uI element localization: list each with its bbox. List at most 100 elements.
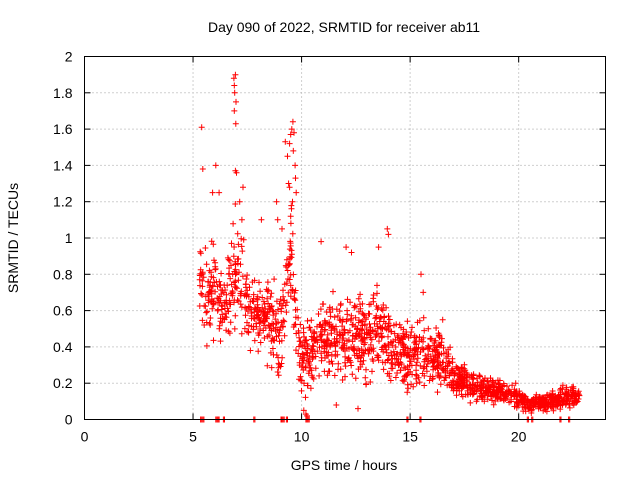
data-point	[557, 406, 564, 413]
data-point	[400, 330, 406, 337]
data-point	[289, 230, 296, 237]
y-tick-label: 1.2	[53, 194, 73, 210]
data-point	[355, 355, 361, 362]
data-point	[345, 329, 352, 336]
data-point	[204, 308, 211, 315]
data-point	[214, 307, 221, 314]
data-point	[385, 341, 392, 348]
data-point	[264, 315, 270, 322]
data-point	[511, 403, 518, 410]
data-point	[331, 314, 338, 321]
data-point	[232, 120, 239, 127]
data-point	[265, 287, 272, 294]
data-point	[231, 325, 238, 332]
data-point	[285, 260, 292, 267]
data-point	[421, 327, 428, 334]
data-point	[369, 356, 376, 363]
y-tick-label: 0.4	[53, 339, 73, 355]
data-point	[397, 349, 404, 356]
data-point	[448, 382, 455, 389]
x-tick-label: 10	[294, 429, 310, 445]
data-point	[314, 348, 321, 355]
data-point	[261, 311, 268, 318]
data-point	[298, 387, 305, 394]
data-point	[256, 330, 263, 336]
data-point	[394, 350, 401, 357]
data-point	[358, 346, 365, 353]
data-point	[238, 216, 245, 223]
data-point	[444, 362, 451, 369]
data-point	[257, 308, 264, 315]
data-point	[224, 282, 231, 289]
data-point	[495, 396, 501, 403]
data-point	[310, 334, 317, 341]
data-point	[218, 287, 224, 293]
data-point	[359, 327, 366, 334]
data-point	[501, 382, 508, 389]
data-point	[283, 309, 290, 316]
data-point	[420, 338, 426, 345]
data-point	[197, 250, 204, 257]
data-point	[280, 317, 287, 324]
data-point	[280, 293, 287, 300]
data-point	[414, 359, 420, 366]
data-point	[427, 353, 434, 360]
data-point	[351, 346, 358, 353]
data-point	[323, 352, 330, 359]
data-point	[369, 368, 375, 375]
data-point	[339, 331, 346, 338]
data-point	[446, 372, 453, 379]
data-point	[318, 238, 325, 245]
data-point	[304, 345, 311, 352]
data-point	[239, 273, 246, 280]
data-point	[363, 366, 369, 373]
data-point	[485, 389, 492, 396]
data-point	[208, 273, 215, 280]
data-point	[379, 325, 386, 332]
data-point	[198, 124, 205, 131]
data-point	[397, 367, 404, 374]
data-point	[230, 220, 237, 227]
data-point	[378, 333, 385, 340]
data-point	[343, 244, 350, 251]
data-point	[335, 360, 342, 367]
data-point	[210, 298, 217, 305]
data-point	[236, 198, 243, 205]
data-point	[358, 334, 365, 341]
data-point	[299, 342, 306, 349]
data-point	[519, 398, 526, 405]
data-point	[328, 330, 335, 337]
data-point	[476, 372, 483, 379]
data-point	[417, 362, 424, 369]
data-point	[286, 140, 293, 147]
data-point	[355, 308, 362, 315]
data-point	[243, 292, 250, 299]
data-point	[199, 317, 206, 324]
data-point	[429, 376, 436, 383]
data-point	[525, 399, 532, 406]
data-point	[323, 349, 330, 355]
data-point	[296, 376, 303, 383]
data-point	[301, 333, 307, 340]
data-point	[420, 346, 427, 353]
data-point	[238, 330, 245, 337]
x-tick-label: 0	[81, 429, 89, 445]
data-point	[250, 298, 257, 305]
data-point	[406, 362, 413, 369]
data-point	[225, 308, 232, 315]
x-axis-label: GPS time / hours	[291, 457, 398, 473]
data-point	[489, 397, 495, 404]
data-point	[264, 333, 271, 340]
data-point	[362, 374, 369, 381]
data-point	[322, 326, 329, 333]
data-point	[328, 351, 335, 358]
data-point	[285, 276, 291, 282]
data-point	[407, 358, 414, 365]
data-point	[199, 166, 206, 172]
data-point	[264, 288, 271, 295]
data-series-srmtid	[196, 71, 583, 423]
data-point	[272, 316, 279, 323]
data-point	[413, 346, 420, 353]
data-point	[227, 290, 234, 297]
data-point	[362, 347, 369, 354]
